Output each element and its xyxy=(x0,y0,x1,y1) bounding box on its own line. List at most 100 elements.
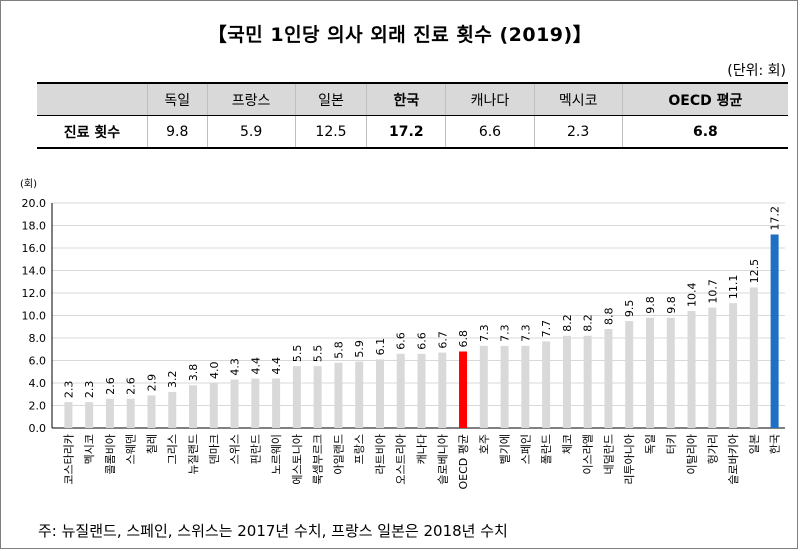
bar-value-label: 9.5 xyxy=(623,300,636,318)
x-tick-label: 그리스 xyxy=(166,434,179,464)
summary-value-cell: 17.2 xyxy=(366,115,446,149)
bar xyxy=(708,307,717,428)
bar-value-label: 4.0 xyxy=(208,362,221,380)
y-tick-label: 6.0 xyxy=(29,355,47,368)
bar xyxy=(438,352,447,428)
bar-value-label: 4.3 xyxy=(229,358,242,376)
y-tick-label: 0.0 xyxy=(29,422,47,435)
bar xyxy=(209,383,218,428)
bar-value-label: 5.9 xyxy=(353,340,366,358)
bar xyxy=(666,317,675,428)
bar xyxy=(645,317,654,428)
y-tick-label: 16.0 xyxy=(22,242,47,255)
bar-value-label: 6.8 xyxy=(457,330,470,348)
x-tick-label: 터키 xyxy=(665,434,678,454)
x-tick-label: 슬로바키아 xyxy=(727,434,740,485)
summary-value-cell: 6.8 xyxy=(621,115,788,149)
x-tick-label: 오스트리아 xyxy=(395,434,408,485)
y-tick-label: 2.0 xyxy=(29,400,47,413)
bar-value-label: 3.2 xyxy=(166,371,179,389)
y-axis-unit-label: (회) xyxy=(20,178,37,190)
bar xyxy=(687,311,696,428)
x-tick-label: 룩셈부르크 xyxy=(312,434,325,485)
bar-value-label: 9.8 xyxy=(665,296,678,314)
bar-value-label: 8.2 xyxy=(582,314,595,332)
bar-value-label: 9.8 xyxy=(644,296,657,314)
bar xyxy=(770,234,779,428)
bar xyxy=(542,341,551,428)
y-tick-label: 12.0 xyxy=(22,287,47,300)
summary-table: 독일 프랑스 일본 한국 캐나다 멕시코 OECD 평균 진료 횟수 9.8 5… xyxy=(37,82,788,149)
bar xyxy=(292,366,301,428)
bar xyxy=(313,366,322,428)
bar-value-label: 10.4 xyxy=(686,283,699,308)
x-tick-label: 아일랜드 xyxy=(331,434,345,474)
bar xyxy=(396,353,405,428)
y-tick-label: 4.0 xyxy=(29,377,47,390)
x-tick-label: 라트비아 xyxy=(374,434,387,474)
x-tick-label: 스웨덴 xyxy=(125,434,138,464)
x-tick-label: 호주 xyxy=(478,434,491,454)
bar-value-label: 4.4 xyxy=(270,357,283,375)
summary-value-cell: 12.5 xyxy=(294,115,367,149)
bar xyxy=(334,362,343,428)
x-tick-label: 이스라엘 xyxy=(582,434,595,474)
bar-value-label: 6.6 xyxy=(416,332,429,350)
bar-value-label: 6.6 xyxy=(395,332,408,350)
bar xyxy=(749,287,758,428)
bar xyxy=(355,361,364,428)
x-tick-label: 체코 xyxy=(561,434,574,454)
summary-col-header: 캐나다 xyxy=(445,82,535,116)
bar-value-label: 17.2 xyxy=(769,206,782,231)
bar-value-label: 6.1 xyxy=(374,338,387,356)
bar-value-label: 7.3 xyxy=(519,324,532,342)
bar-value-label: 2.6 xyxy=(104,377,117,395)
summary-col-header: 독일 xyxy=(147,82,208,116)
x-tick-label: 멕시코 xyxy=(83,434,96,464)
bar-value-label: 8.2 xyxy=(561,314,574,332)
bar xyxy=(521,345,530,428)
summary-value-row: 진료 횟수 9.8 5.9 12.5 17.2 6.6 2.3 6.8 xyxy=(37,115,788,149)
x-tick-label: 한국 xyxy=(769,434,782,454)
bar xyxy=(85,402,94,428)
x-tick-label: 네덜란드 xyxy=(602,434,615,474)
x-tick-label: 프랑스 xyxy=(353,434,366,464)
bar-value-label: 7.7 xyxy=(540,320,553,338)
summary-col-header: 멕시코 xyxy=(533,82,623,116)
footnote: 주: 뉴질랜드, 스페인, 스위스는 2017년 수치, 프랑스 일본은 201… xyxy=(38,522,508,540)
x-tick-label: 독일 xyxy=(643,434,657,454)
x-tick-label: 핀란드 xyxy=(249,434,262,464)
bar-value-label: 3.8 xyxy=(187,364,200,382)
bar-value-label: 7.3 xyxy=(499,324,512,342)
bar xyxy=(189,385,198,428)
bar-chart: (회) 0.0 2.0 4.0 6.0 8.0 10.0 12.0 14.0 16.0 18.0 20… xyxy=(20,178,785,490)
bar-value-label: 2.6 xyxy=(125,377,138,395)
summary-value-cell: 6.6 xyxy=(445,115,535,149)
x-tick-label: 노르웨이 xyxy=(270,434,283,474)
x-tick-label: 벨기에 xyxy=(499,434,512,464)
bar-value-label: 11.1 xyxy=(727,275,740,300)
summary-value-cell: 2.3 xyxy=(533,115,623,149)
summary-value-cell: 5.9 xyxy=(206,115,296,149)
bar-value-label: 2.9 xyxy=(145,374,158,392)
x-tick-label: 에스토니아 xyxy=(291,434,304,485)
bar xyxy=(459,351,468,428)
x-tick-label: 칠레 xyxy=(145,434,158,454)
bar xyxy=(417,353,426,428)
bar xyxy=(604,329,613,428)
bar-value-label: 8.8 xyxy=(602,308,615,326)
unit-label: (단위: 회) xyxy=(727,63,786,79)
bar-value-label: 2.3 xyxy=(83,381,96,399)
bar xyxy=(272,378,281,428)
x-tick-label: 코스타리카 xyxy=(62,434,75,485)
summary-col-header: 일본 xyxy=(294,82,367,116)
bar-value-label: 2.3 xyxy=(62,381,75,399)
x-tick-label: 리투아니아 xyxy=(623,434,636,485)
bar-value-label: 5.5 xyxy=(312,345,325,363)
summary-col-header: OECD 평균 xyxy=(621,82,788,116)
bar xyxy=(251,378,260,428)
x-tick-label: 폴란드 xyxy=(540,434,553,464)
x-tick-label: 덴마크 xyxy=(208,434,221,464)
x-tick-label: 스페인 xyxy=(519,434,532,464)
